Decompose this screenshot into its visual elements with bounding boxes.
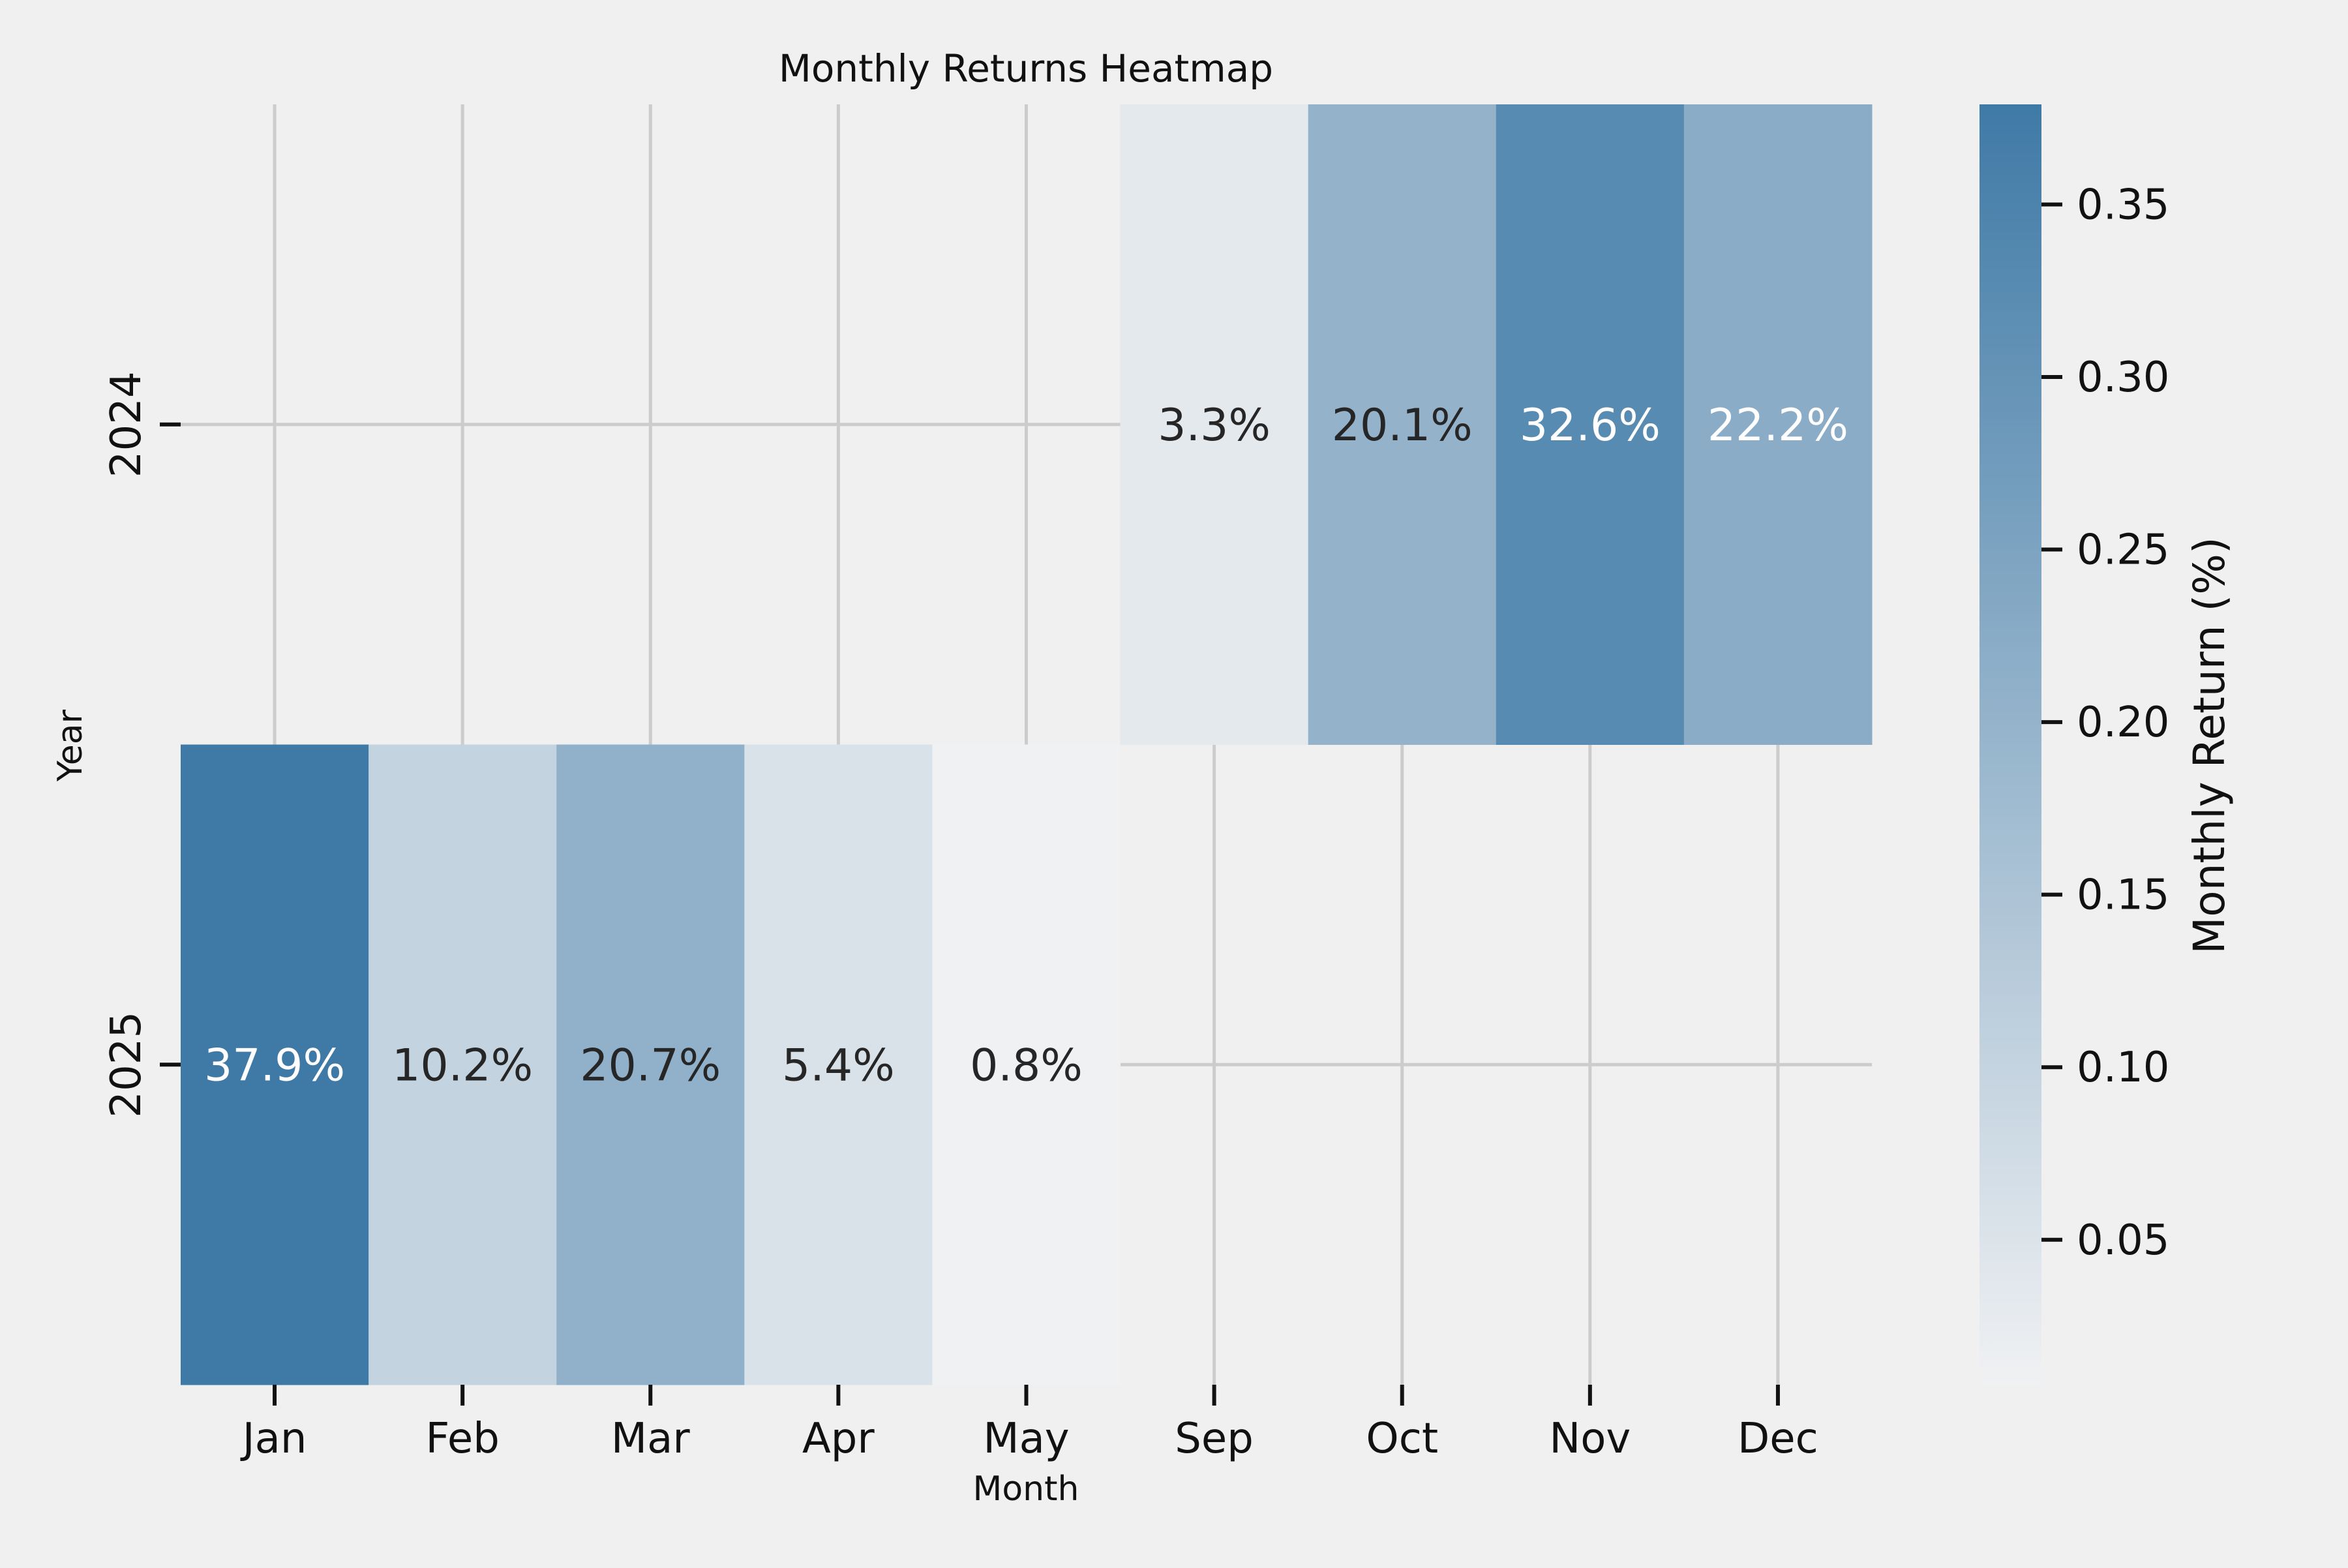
colorbar-tick-label: 0.15	[2077, 871, 2170, 920]
y-tick-label: 2024	[102, 371, 151, 477]
heatmap-cell	[932, 744, 1121, 1385]
heatmap-cell	[744, 744, 933, 1385]
colorbar-tick-label: 0.10	[2077, 1044, 2170, 1092]
cell-value-label: 5.4%	[782, 1040, 895, 1091]
cell-value-label: 10.2%	[392, 1040, 533, 1091]
colorbar-label: Monthly Return (%)	[2184, 537, 2235, 954]
x-tick-label: Mar	[611, 1415, 690, 1463]
cell-value-label: 20.7%	[580, 1040, 721, 1091]
heatmap-cell	[181, 744, 369, 1385]
x-axis-label: Month	[973, 1470, 1079, 1509]
heatmap-cell	[369, 744, 557, 1385]
colorbar-tick-label: 0.20	[2077, 699, 2170, 747]
cell-value-label: 22.2%	[1708, 400, 1848, 451]
colorbar-tick-label: 0.35	[2077, 181, 2170, 229]
cell-value-label: 37.9%	[204, 1040, 345, 1091]
x-tick-label: Feb	[426, 1415, 500, 1463]
cell-value-label: 0.8%	[970, 1040, 1083, 1091]
heatmap-cell	[1683, 104, 1873, 745]
cell-value-label: 32.6%	[1520, 400, 1661, 451]
colorbar-tick-label: 0.25	[2077, 526, 2170, 575]
colorbar-tick-label: 0.30	[2077, 354, 2170, 402]
y-axis-label: Year	[51, 709, 90, 782]
chart-title: Monthly Returns Heatmap	[779, 46, 1273, 91]
colorbar	[1979, 104, 2041, 1385]
heatmap-cell	[1496, 104, 1685, 745]
x-tick-label: Dec	[1738, 1415, 1818, 1463]
cell-value-label: 20.1%	[1332, 400, 1473, 451]
x-tick-label: Oct	[1366, 1415, 1438, 1463]
x-tick-label: Apr	[802, 1415, 875, 1463]
x-tick-label: Sep	[1175, 1415, 1254, 1463]
heatmap-cell	[1120, 104, 1309, 745]
x-tick-label: Jan	[240, 1415, 307, 1463]
cell-value-label: 3.3%	[1158, 400, 1271, 451]
heatmap-cell	[556, 744, 745, 1385]
colorbar-tick-label: 0.05	[2077, 1216, 2170, 1265]
heatmap-cell	[1308, 104, 1497, 745]
x-tick-label: May	[983, 1415, 1069, 1463]
y-tick-label: 2025	[102, 1012, 151, 1118]
x-tick-label: Nov	[1549, 1415, 1631, 1463]
